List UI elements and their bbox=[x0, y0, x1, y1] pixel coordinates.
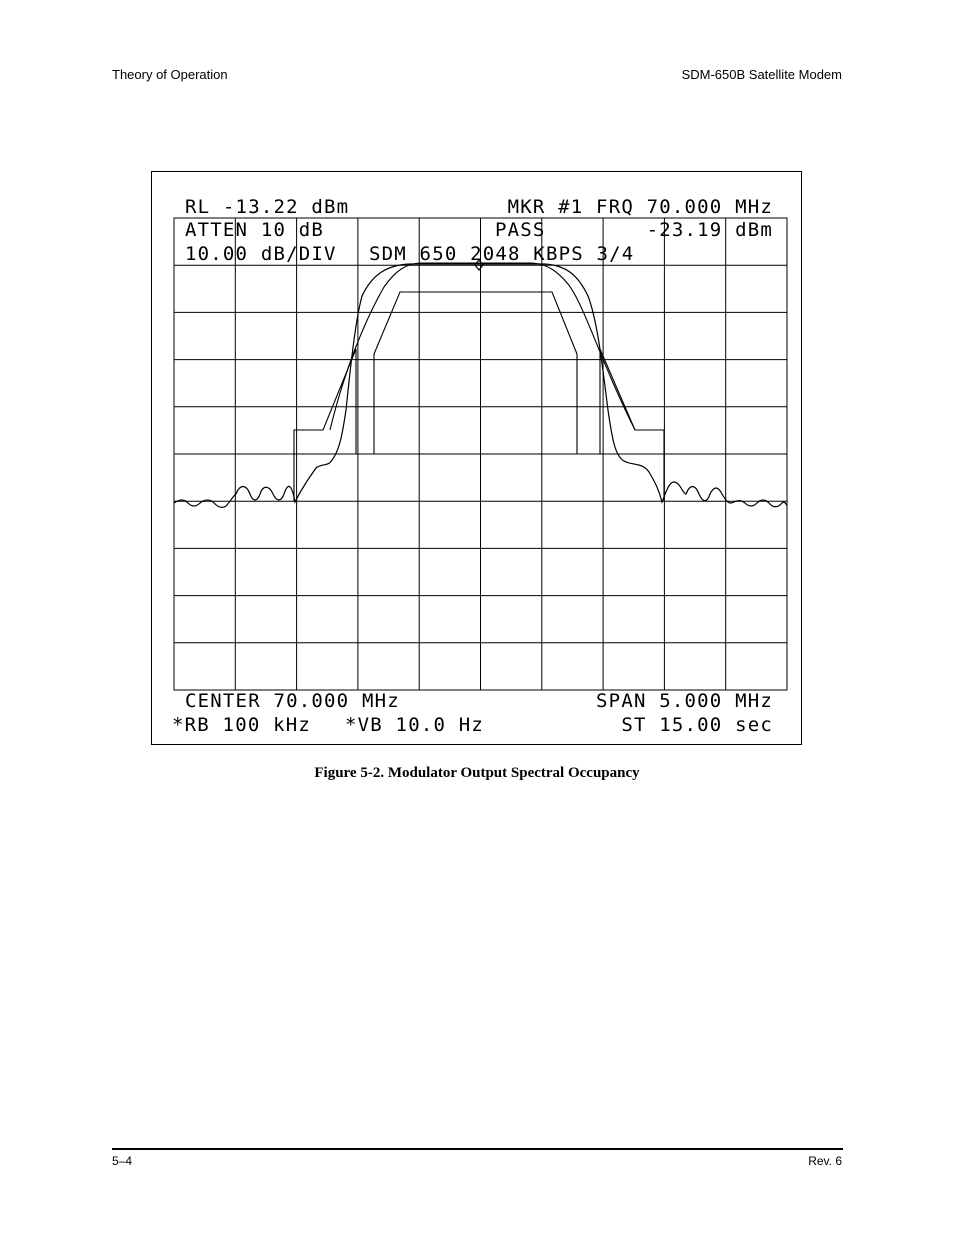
spectral-mask bbox=[293, 291, 665, 501]
running-header-right: SDM-650B Satellite Modem bbox=[681, 67, 842, 82]
rbw-readout: *RB 100 kHz bbox=[172, 714, 311, 736]
trace-title: SDM 650 2048 KBPS 3/4 bbox=[369, 243, 634, 265]
spectrum-analyzer-figure: RL -13.22 dBm MKR #1 FRQ 70.000 MHz ATTE… bbox=[151, 171, 802, 745]
center-frequency-readout: CENTER 70.000 MHz bbox=[185, 690, 400, 712]
scale-readout: 10.00 dB/DIV bbox=[185, 243, 337, 265]
marker-diamond bbox=[474, 259, 484, 271]
span-readout: SPAN 5.000 MHz bbox=[596, 690, 773, 712]
footer-rule bbox=[112, 1148, 843, 1150]
envelope-trace bbox=[329, 262, 636, 431]
spectrum-trace bbox=[173, 263, 788, 509]
ref-level-readout: RL -13.22 dBm bbox=[185, 196, 349, 218]
marker-level-readout: -23.19 dBm bbox=[647, 219, 773, 241]
spectrum-plot: RL -13.22 dBm MKR #1 FRQ 70.000 MHz ATTE… bbox=[172, 196, 788, 736]
figure-caption: Figure 5-2. Modulator Output Spectral Oc… bbox=[314, 765, 640, 781]
vbw-readout: *VB 10.0 Hz bbox=[345, 714, 484, 736]
graticule bbox=[173, 217, 788, 691]
sweep-time-readout: ST 15.00 sec bbox=[621, 714, 773, 736]
pass-indicator: PASS bbox=[495, 219, 546, 241]
running-header-left: Theory of Operation bbox=[112, 67, 228, 82]
page-number: 5–4 bbox=[112, 1154, 133, 1168]
attenuation-readout: ATTEN 10 dB bbox=[185, 219, 324, 241]
marker-frequency-readout: MKR #1 FRQ 70.000 MHz bbox=[508, 196, 773, 218]
revision-label: Rev. 6 bbox=[808, 1154, 842, 1168]
